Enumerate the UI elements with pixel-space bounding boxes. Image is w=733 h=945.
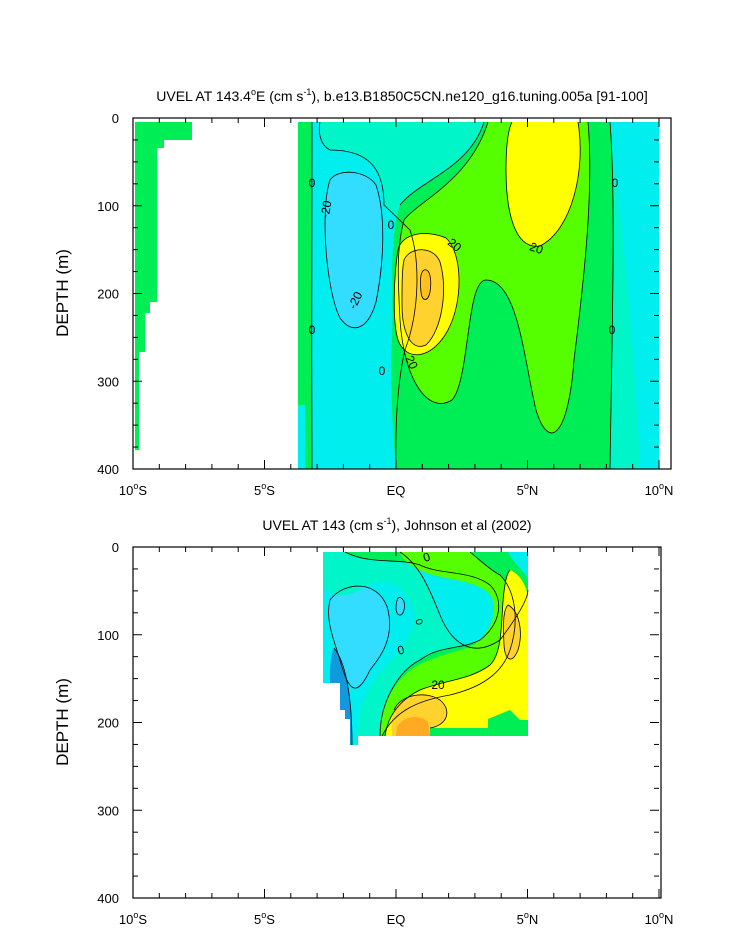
top-contour-line-20-west <box>393 233 460 356</box>
top-contour-line-0-inner <box>399 121 485 206</box>
bottom-contour-labels: 0 0 20 <box>396 549 445 692</box>
top-contour-fill <box>135 122 659 469</box>
x-tick-label: 5oN <box>517 910 539 927</box>
top-y-tick-labels: 0 100 200 300 400 <box>97 111 119 477</box>
x-tick-label: EQ <box>387 912 406 927</box>
y-tick-label: 400 <box>97 891 119 906</box>
top-contour-label: -20 <box>318 199 335 219</box>
x-tick-label: 10oN <box>645 910 674 927</box>
top-west-green-strip <box>135 122 192 450</box>
top-contour-line-lime <box>397 121 591 434</box>
bottom-y-axis-label: DEPTH (m) <box>53 678 72 766</box>
top-contour-label: 20 <box>528 239 546 257</box>
x-tick-label: 10oS <box>119 910 147 927</box>
top-contour-lines <box>311 121 614 470</box>
bottom-ticks <box>132 546 660 899</box>
top-title: UVEL AT 143.4oE (cm s-1), b.e13.B1850C5C… <box>156 87 647 104</box>
bottom-contour-lines <box>328 551 529 746</box>
y-tick-label: 300 <box>97 803 119 818</box>
top-contour-label: 0 <box>612 176 619 190</box>
bottom-contour-line-small <box>415 619 423 625</box>
y-tick-label: 0 <box>112 540 119 555</box>
bottom-contour-line-b <box>399 551 529 649</box>
bottom-band-gold-right <box>503 605 521 660</box>
bottom-band-orange <box>396 716 430 736</box>
top-contour-line-gold-inner <box>420 269 432 300</box>
bottom-contour-line-a <box>328 585 390 689</box>
top-contour-labels: 0 -20 0 20 20 -20 0 20 0 0 0 <box>309 176 619 378</box>
top-contour-label: -20 <box>345 289 365 311</box>
top-contour-line-20-east <box>505 121 581 247</box>
top-y-axis-label: DEPTH (m) <box>53 249 72 337</box>
panel-top: UVEL AT 143.4oE (cm s-1), b.e13.B1850C5C… <box>53 87 673 498</box>
top-neg-core <box>325 172 383 328</box>
top-contour-label: 0 <box>309 323 316 337</box>
bottom-contour-label: 20 <box>431 678 445 692</box>
bottom-contour-label: 0 <box>421 549 432 565</box>
bottom-contour-line-c <box>344 551 499 737</box>
bottom-contour-line-island <box>395 597 405 616</box>
top-contour-label: 0 <box>388 218 395 232</box>
bottom-contour-fill <box>323 552 528 745</box>
y-tick-label: 200 <box>97 287 119 302</box>
top-contour-label: 0 <box>309 176 316 190</box>
bottom-contour-line-f <box>503 604 521 660</box>
bottom-title: UVEL AT 143 (cm s-1), Johnson et al (200… <box>262 516 531 533</box>
top-gold-core-inner <box>420 269 431 300</box>
top-contour-label: 0 <box>379 364 386 378</box>
x-tick-label: EQ <box>387 483 406 498</box>
top-ticks <box>132 117 660 470</box>
bottom-y-tick-labels: 0 100 200 300 400 <box>97 540 119 906</box>
x-tick-label: 5oN <box>517 481 539 498</box>
bottom-contour-line-g <box>393 694 448 729</box>
bottom-band-lightblue <box>328 586 390 689</box>
bottom-contour-line-h <box>333 647 353 746</box>
y-tick-label: 100 <box>97 199 119 214</box>
bottom-contour-line-d <box>381 551 516 737</box>
top-contour-line-gold <box>401 249 444 347</box>
y-tick-label: 300 <box>97 374 119 389</box>
bottom-band-lime <box>380 552 516 736</box>
top-contour-label: 0 <box>609 323 616 337</box>
bottom-contour-label: 0 <box>396 642 406 657</box>
y-tick-label: 100 <box>97 628 119 643</box>
top-yellow-core-east <box>506 122 581 247</box>
top-contour-label: 20 <box>402 353 420 371</box>
y-tick-label: 200 <box>97 716 119 731</box>
bottom-band-blue-left <box>330 648 352 745</box>
top-contour-line-0-east <box>609 121 614 470</box>
top-west-edge-green <box>298 122 312 469</box>
x-tick-label: 5oS <box>254 481 275 498</box>
top-contour-line-0-west-env <box>318 121 418 470</box>
x-tick-label: 10oS <box>119 481 147 498</box>
y-tick-label: 400 <box>97 462 119 477</box>
x-tick-label: 10oN <box>645 481 674 498</box>
top-x-tick-labels: 10oS 5oS EQ 5oN 10oN <box>119 481 674 498</box>
panel-bottom: UVEL AT 143 (cm s-1), Johnson et al (200… <box>53 516 673 927</box>
bottom-x-tick-labels: 10oS 5oS EQ 5oN 10oN <box>119 910 674 927</box>
x-tick-label: 5oS <box>254 910 275 927</box>
top-contour-line-0-west <box>311 121 313 470</box>
bottom-band-lightblue-island <box>396 597 405 616</box>
top-contour-line-neg20 <box>324 171 384 329</box>
y-tick-label: 0 <box>112 111 119 126</box>
